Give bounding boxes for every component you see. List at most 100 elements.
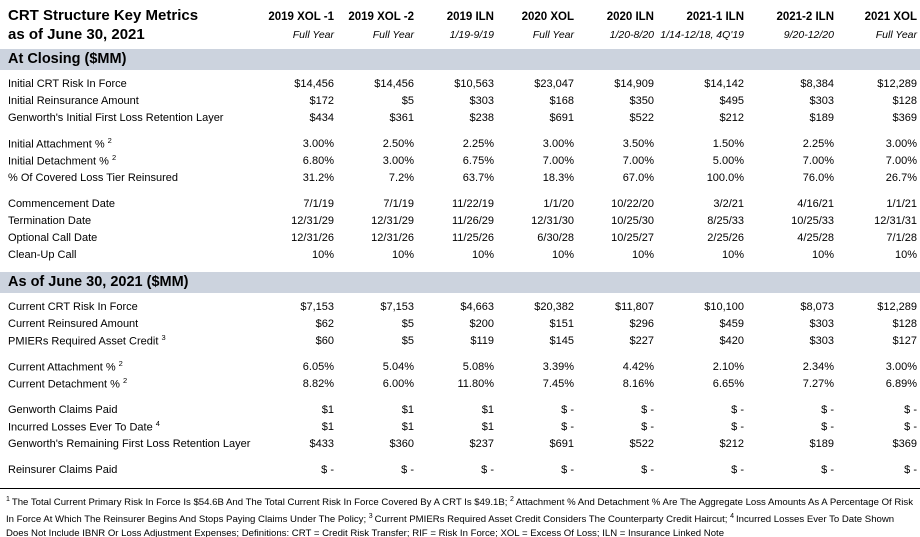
cell-value: $303: [469, 94, 494, 107]
cell-value: 11/22/19: [451, 197, 494, 210]
column-period: 9/20-12/20: [783, 29, 834, 41]
cell-value: $1: [481, 403, 494, 416]
table-row: Optional Call Date 12/31/26 12/31/26 11/25/…: [0, 229, 920, 246]
table-row: Current CRT Risk In Force $7,153 $7,153 $4,…: [0, 298, 920, 315]
cell-value: 6.00%: [382, 377, 414, 390]
row-group: Initial Attachment % 2 3.00% 2.50% 2.25% 3.0…: [0, 130, 920, 190]
row-label: Current Attachment % 2: [8, 359, 123, 374]
row-label: PMIERs Required Asset Credit 3: [8, 333, 166, 348]
cell-value: $296: [629, 317, 654, 330]
cell-value: 10%: [811, 248, 834, 261]
cell-value: 2.50%: [382, 137, 414, 150]
cell-value: $14,456: [294, 77, 334, 90]
column-header-2: 2019 XOL -2 Full Year: [337, 6, 417, 42]
cell-value: 7.00%: [542, 154, 574, 167]
cell-value: $459: [719, 317, 744, 330]
table-row: Current Reinsured Amount $62 $5 $200 $151 $29…: [0, 315, 920, 332]
cell-value: 1/1/21: [886, 197, 917, 210]
column-period: Full Year: [532, 29, 574, 41]
footnote-ref: 2: [122, 376, 128, 386]
cell-value: $10,563: [454, 77, 494, 90]
cell-value: $23,047: [534, 77, 574, 90]
cell-value: 5.04%: [382, 360, 414, 373]
table-row: Initial Detachment % 2 6.80% 3.00% 6.75% 7.0…: [0, 152, 920, 169]
cell-value: 10%: [721, 248, 744, 261]
cell-value: $433: [309, 437, 334, 450]
cell-value: 2.25%: [462, 137, 494, 150]
column-label: 2021 XOL: [864, 11, 917, 23]
cell-value: $ -: [904, 420, 917, 433]
cell-value: $119: [470, 334, 494, 347]
cell-value: 3.00%: [382, 154, 414, 167]
cell-value: 63.7%: [462, 171, 494, 184]
row-label: Genworth Claims Paid: [8, 403, 118, 416]
cell-value: $691: [549, 437, 574, 450]
cell-value: $212: [719, 437, 744, 450]
cell-value: 1/1/20: [543, 197, 574, 210]
row-group: Genworth Claims Paid $1 $1 $1 $ - $ - $ - $ - $ …: [0, 396, 920, 456]
row-group: Reinsurer Claims Paid $ - $ - $ - $ - $ - $ - $…: [0, 456, 920, 482]
cell-value: 10%: [391, 248, 414, 261]
cell-value: $5: [401, 317, 414, 330]
row-label: Genworth's Remaining First Loss Retentio…: [8, 437, 251, 450]
cell-value: 3.00%: [885, 137, 917, 150]
row-group: Current Attachment % 2 6.05% 5.04% 5.08% 3.3…: [0, 353, 920, 396]
cell-value: 3/2/21: [713, 197, 744, 210]
cell-value: $5: [401, 94, 414, 107]
table-row: Commencement Date 7/1/19 7/1/19 11/22/19 1/1…: [0, 195, 920, 212]
column-header-7: 2021-2 ILN 9/20-12/20: [747, 6, 837, 42]
cell-value: 4/25/28: [797, 231, 834, 244]
column-period: 1/20-8/20: [609, 29, 654, 41]
cell-value: $420: [719, 334, 744, 347]
cell-value: $522: [629, 111, 654, 124]
cell-value: 10/25/30: [611, 214, 654, 227]
cell-value: $8,384: [800, 77, 834, 90]
cell-value: 67.0%: [622, 171, 654, 184]
cell-value: 12/31/29: [291, 214, 334, 227]
cell-value: $14,909: [614, 77, 654, 90]
cell-value: 3.00%: [302, 137, 334, 150]
cell-value: $ -: [821, 403, 834, 416]
row-label: Reinsurer Claims Paid: [8, 463, 118, 476]
cell-value: 31.2%: [302, 171, 334, 184]
cell-value: $ -: [731, 403, 744, 416]
table-row: Genworth's Initial First Loss Retention …: [0, 109, 920, 126]
cell-value: $127: [892, 334, 917, 347]
cell-value: $1: [401, 420, 414, 433]
column-label: 2020 XOL: [521, 11, 574, 23]
cell-value: $303: [809, 334, 834, 347]
cell-value: 5.00%: [712, 154, 744, 167]
cell-value: 2/25/26: [707, 231, 744, 244]
cell-value: $ -: [904, 463, 917, 476]
cell-value: 10%: [631, 248, 654, 261]
column-header-8: 2021 XOL Full Year: [837, 6, 920, 42]
row-label: Current CRT Risk In Force: [8, 300, 138, 313]
cell-value: $ -: [641, 463, 654, 476]
cell-value: $303: [809, 94, 834, 107]
row-label: Clean-Up Call: [8, 248, 77, 261]
cell-value: $ -: [904, 403, 917, 416]
cell-value: $4,663: [460, 300, 494, 313]
row-label: Initial Attachment % 2: [8, 136, 112, 151]
cell-value: $1: [321, 420, 334, 433]
cell-value: 10%: [311, 248, 334, 261]
row-label: Initial Reinsurance Amount: [8, 94, 139, 107]
cell-value: $ -: [821, 420, 834, 433]
cell-value: 18.3%: [542, 171, 574, 184]
cell-value: 2.10%: [712, 360, 744, 373]
cell-value: 26.7%: [885, 171, 917, 184]
cell-value: 7.00%: [885, 154, 917, 167]
row-label: Commencement Date: [8, 197, 115, 210]
cell-value: 7.27%: [802, 377, 834, 390]
cell-value: 6.89%: [885, 377, 917, 390]
cell-value: 11.80%: [457, 377, 495, 390]
column-label: 2019 XOL -1: [268, 11, 334, 23]
column-period: Full Year: [292, 29, 334, 41]
page-title: CRT Structure Key Metrics as of June 30,…: [0, 6, 265, 44]
cell-value: 11/26/29: [451, 214, 494, 227]
footnote-ref: 2: [111, 153, 117, 163]
column-header-1: 2019 XOL -1 Full Year: [265, 6, 337, 42]
cell-value: 8.16%: [622, 377, 654, 390]
row-label: Current Reinsured Amount: [8, 317, 139, 330]
cell-value: 7.00%: [622, 154, 654, 167]
